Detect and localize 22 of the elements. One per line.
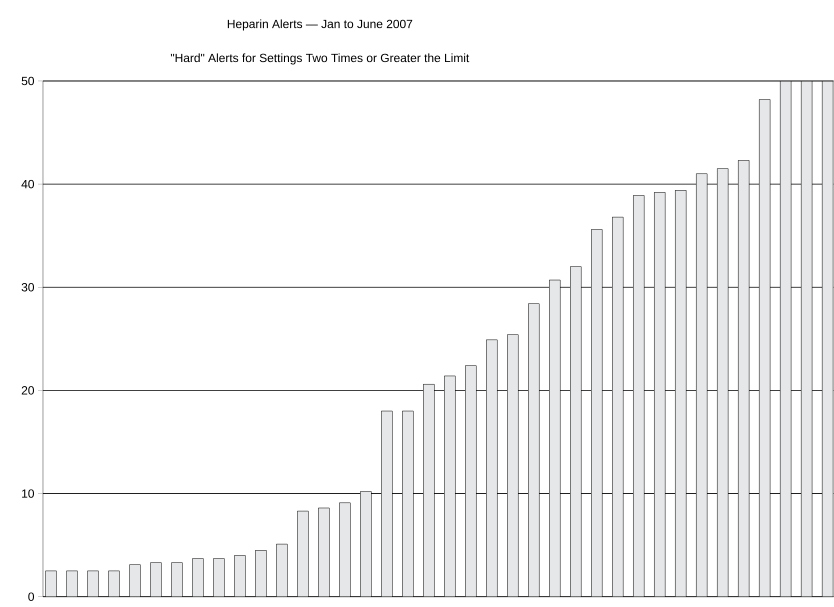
bar (213, 558, 225, 597)
y-tick-label: 0 (28, 592, 34, 602)
bar (129, 564, 141, 597)
chart-subtitle: "Hard" Alerts for Settings Two Times or Greater the Limit (170, 54, 470, 65)
bar (255, 550, 267, 597)
chart-title: Heparin Alerts — Jan to June 2007 (228, 20, 412, 31)
bar (87, 570, 99, 597)
bar (276, 544, 288, 597)
bar (297, 510, 309, 597)
y-tick-label: 30 (22, 283, 34, 292)
bar (339, 502, 351, 597)
bar (171, 562, 183, 597)
bar (150, 562, 162, 597)
bar (66, 570, 78, 597)
y-tick-label: 20 (22, 386, 34, 395)
y-tick-label: 50 (22, 76, 34, 86)
y-tick-label: 40 (21, 180, 34, 188)
bar (318, 508, 330, 597)
bar (234, 555, 246, 597)
bar (108, 570, 120, 597)
y-tick-label: 10 (22, 489, 34, 498)
bar (192, 558, 204, 597)
